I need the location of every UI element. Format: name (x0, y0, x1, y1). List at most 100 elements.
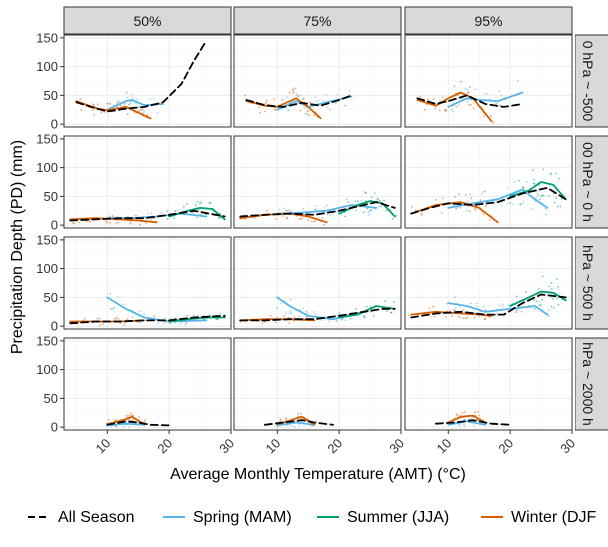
data-point (311, 220, 313, 223)
data-point (364, 191, 366, 194)
data-point (559, 205, 562, 208)
x-tick-label: 10 (434, 436, 455, 457)
panel-1-2 (404, 135, 573, 229)
panel-2-1 (233, 236, 402, 330)
data-point (433, 316, 436, 318)
data-point (476, 419, 479, 422)
data-point (192, 314, 195, 317)
data-point (384, 300, 387, 302)
data-point (314, 220, 316, 223)
facet-strip-label: 0 hPa ~ -500 (580, 41, 596, 122)
panel-border (63, 34, 232, 128)
data-point (309, 101, 311, 104)
data-point (462, 309, 464, 311)
data-point (139, 321, 141, 324)
data-point (306, 110, 309, 113)
data-point (470, 104, 472, 106)
data-point (323, 206, 326, 208)
series-line-summer-jja- (509, 290, 567, 307)
data-point (349, 318, 352, 320)
panel-curves (416, 91, 524, 123)
data-point (453, 309, 456, 311)
panel-3-2 (404, 337, 573, 431)
data-point (372, 314, 375, 317)
legend-label: All Season (58, 509, 135, 526)
legend-label: Summer (JJA) (347, 509, 449, 526)
data-point (130, 93, 133, 96)
data-point (122, 303, 125, 306)
data-point (195, 216, 198, 219)
data-point (515, 311, 518, 313)
data-point (482, 305, 485, 308)
data-point (483, 115, 485, 118)
data-point (461, 412, 464, 414)
x-tick-label: 20 (154, 436, 175, 457)
data-point (344, 319, 347, 322)
data-point (541, 275, 544, 278)
data-point (115, 425, 117, 428)
data-point (420, 214, 423, 216)
series-line-winter-djf (447, 414, 487, 424)
data-point (293, 87, 296, 90)
legend-item: Spring (MAM) (163, 509, 292, 526)
data-point (340, 318, 343, 321)
data-point (484, 92, 486, 95)
panel-3-1 (233, 337, 402, 431)
data-point (139, 223, 142, 226)
data-point (458, 423, 460, 426)
data-point (139, 310, 142, 313)
data-point (451, 204, 454, 206)
data-point (258, 106, 261, 109)
data-point (367, 211, 370, 214)
data-point (535, 196, 537, 199)
data-point (288, 91, 291, 94)
data-point (462, 423, 465, 426)
data-point (197, 209, 200, 211)
data-point (368, 213, 370, 216)
data-point (279, 418, 282, 421)
data-point (458, 193, 461, 196)
data-point (215, 318, 218, 321)
data-point (467, 91, 470, 93)
data-point (532, 298, 535, 301)
data-point (380, 205, 382, 208)
data-point (299, 109, 302, 112)
y-tick-label: 0 (51, 218, 58, 233)
data-point (390, 311, 392, 314)
data-point (179, 322, 182, 325)
data-point (305, 310, 308, 312)
data-point (107, 418, 110, 421)
data-point (99, 324, 101, 327)
data-point (109, 292, 112, 295)
data-point (548, 309, 550, 311)
data-point (117, 221, 120, 224)
series-line-all-season (106, 420, 170, 427)
data-point (302, 208, 305, 210)
series-line-spring-mam- (106, 422, 146, 427)
data-point (116, 215, 118, 218)
data-point (298, 218, 301, 221)
data-point (542, 168, 545, 171)
data-point (468, 104, 470, 106)
data-point (89, 220, 92, 223)
data-point (344, 215, 346, 218)
data-point (264, 102, 267, 105)
data-point (386, 310, 388, 313)
data-point (464, 410, 466, 413)
panel-2-0 (63, 236, 232, 330)
data-point (476, 305, 478, 308)
data-point (455, 105, 458, 108)
y-tick-label: 50 (44, 290, 58, 305)
data-point (116, 101, 119, 104)
data-point (295, 93, 298, 96)
data-point (135, 98, 138, 101)
data-point (548, 194, 550, 197)
facet-strip-label: hPa ~ 2000 h (580, 342, 596, 426)
data-point (466, 88, 469, 91)
data-point (473, 208, 476, 210)
data-point (414, 209, 417, 212)
data-point (143, 421, 146, 423)
facet-strip-label: 75% (303, 13, 331, 29)
data-point (125, 92, 128, 94)
data-point (544, 213, 547, 216)
